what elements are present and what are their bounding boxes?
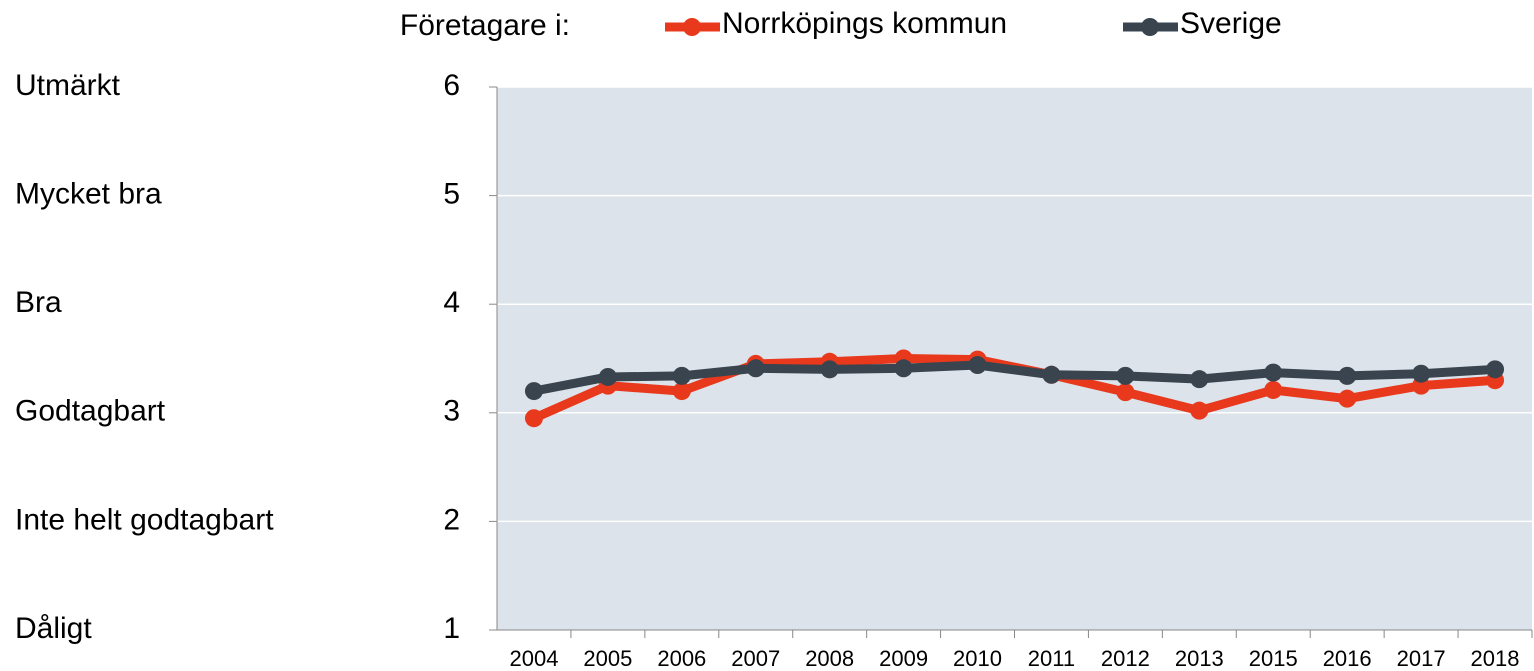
series-line: [533, 360, 1496, 396]
data-point: [1264, 363, 1283, 382]
legend-prefix: Företagare i:: [400, 9, 570, 42]
data-point: [894, 359, 913, 378]
legend-label: Sverige: [1180, 7, 1282, 40]
x-tick-label: 2004: [509, 646, 558, 671]
data-point: [672, 366, 691, 385]
scale-label: Inte helt godtagbart: [15, 503, 274, 536]
x-tick-label: 2017: [1397, 646, 1446, 671]
data-point: [1116, 383, 1135, 402]
data-point: [1190, 370, 1209, 389]
y-tick-label: 4: [443, 286, 460, 319]
x-tick-label: 2008: [805, 646, 854, 671]
data-point: [968, 356, 987, 375]
plot-area: [497, 87, 1532, 630]
x-tick-label: 2007: [731, 646, 780, 671]
y-tick-label: 2: [443, 503, 460, 536]
data-point: [1338, 366, 1357, 385]
data-point: [524, 382, 543, 401]
data-point: [1486, 360, 1505, 379]
x-tick-label: 2016: [1323, 646, 1372, 671]
y-tick-label: 3: [443, 395, 460, 428]
scale-label: Utmärkt: [15, 69, 121, 102]
x-tick-label: 2006: [657, 646, 706, 671]
data-point: [524, 409, 543, 428]
x-tick-label: 2012: [1101, 646, 1150, 671]
x-tick-label: 2011: [1028, 646, 1075, 671]
y-tick-label: 5: [443, 178, 460, 211]
x-tick-label: 2010: [953, 646, 1002, 671]
data-point: [1264, 380, 1283, 399]
x-tick-label: 2009: [879, 646, 928, 671]
scale-label: Mycket bra: [15, 178, 162, 211]
data-point: [1338, 389, 1357, 408]
data-point: [1190, 401, 1209, 420]
legend-label: Norrköpings kommun: [722, 7, 1007, 40]
data-point: [598, 367, 617, 386]
data-point: [746, 359, 765, 378]
x-tick-label: 2013: [1175, 646, 1224, 671]
scale-label: Dåligt: [15, 612, 92, 645]
x-tick-label: 2015: [1249, 646, 1298, 671]
data-point: [1042, 365, 1061, 384]
y-tick-label: 1: [443, 612, 460, 645]
scale-label: Godtagbart: [15, 395, 166, 428]
legend-marker: [1141, 18, 1159, 36]
data-point: [672, 382, 691, 401]
x-tick-label: 2018: [1471, 646, 1520, 671]
data-point: [1116, 366, 1135, 385]
data-point: [1412, 364, 1431, 383]
data-point: [820, 360, 839, 379]
legend-marker: [683, 18, 701, 36]
x-tick-label: 2005: [583, 646, 632, 671]
y-tick-label: 6: [443, 69, 460, 102]
scale-label: Bra: [15, 286, 62, 319]
